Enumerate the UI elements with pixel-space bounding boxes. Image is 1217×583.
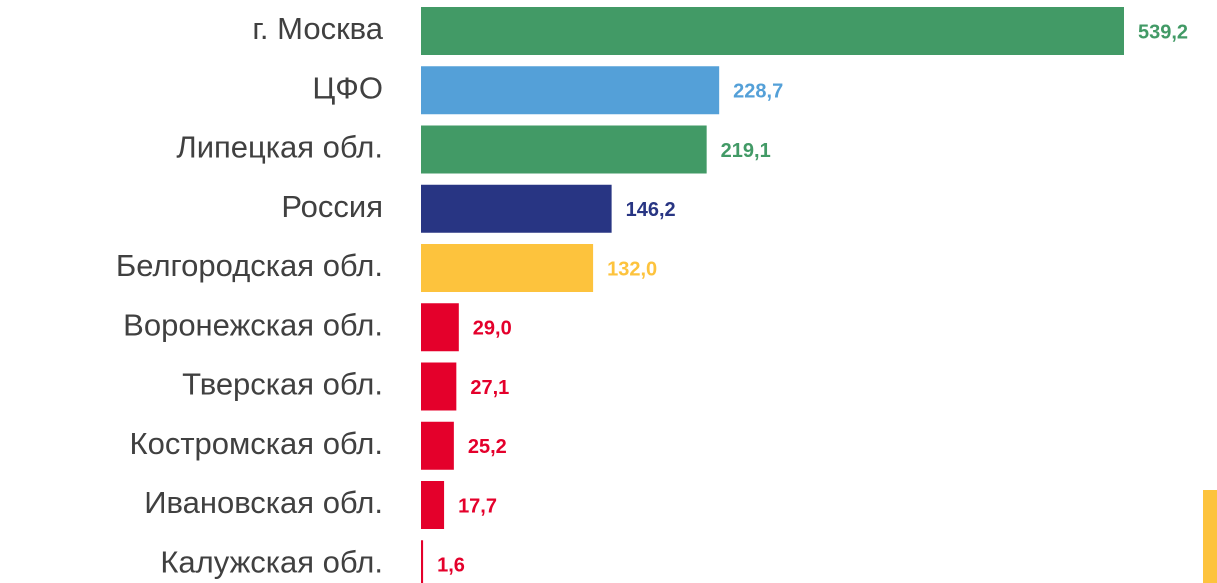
bar [421,66,720,115]
value-label: 146,2 [626,199,676,221]
bar [421,303,459,352]
value-label: 1,6 [437,555,465,577]
bar [421,481,445,529]
bar [421,244,594,292]
value-label: 29,0 [473,318,512,340]
value-label: 219,1 [721,140,771,162]
category-label: Костромская обл. [130,426,383,461]
category-label: Липецкая обл. [176,130,383,165]
category-label: Белгородская обл. [116,248,383,283]
bar [421,184,612,233]
category-label: г. Москва [252,11,383,46]
value-label: 17,7 [458,495,497,517]
bar [421,362,457,411]
category-label: Калужская обл. [160,544,383,579]
value-label: 228,7 [733,81,783,103]
decor-strip [1203,490,1217,583]
category-label: Воронежская обл. [123,307,383,342]
bar [421,540,424,583]
category-label: Россия [281,189,383,224]
category-label: Ивановская обл. [144,485,383,520]
value-label: 539,2 [1138,21,1188,43]
bar [421,125,707,174]
category-label: Тверская обл. [182,367,383,402]
category-label: ЦФО [312,70,383,105]
bar [421,421,454,470]
value-label: 132,0 [607,258,657,280]
value-label: 25,2 [468,436,507,458]
value-label: 27,1 [470,377,509,399]
bar [421,7,1124,55]
